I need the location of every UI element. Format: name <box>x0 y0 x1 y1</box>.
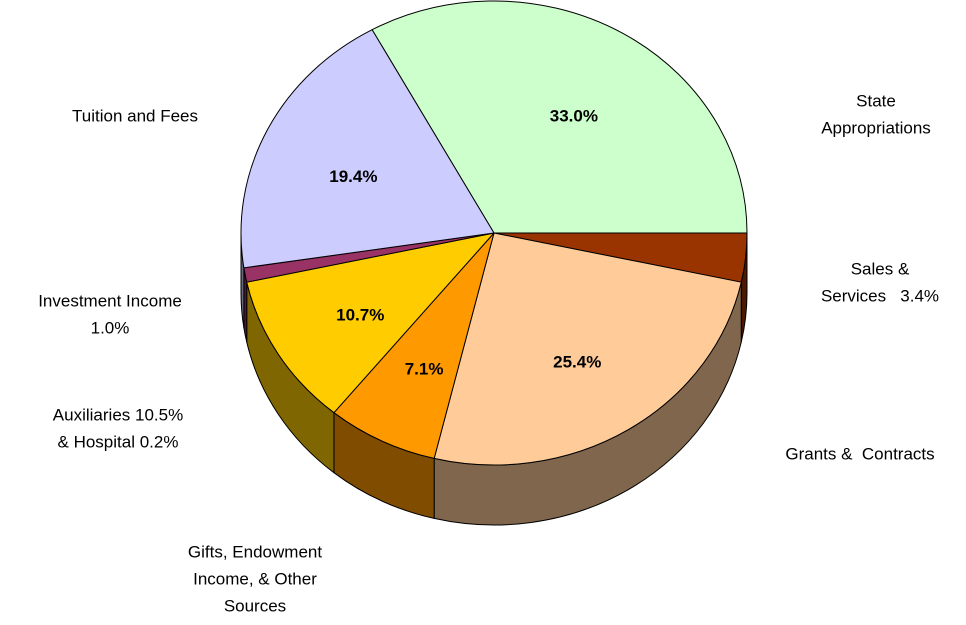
category-label: Appropriations <box>821 118 931 137</box>
category-label: Grants & Contracts <box>785 444 934 463</box>
value-label: 25.4% <box>553 352 601 371</box>
category-label: State <box>856 91 896 110</box>
value-label: 7.1% <box>405 359 444 378</box>
category-label: Investment Income <box>38 291 182 310</box>
category-label: Tuition and Fees <box>72 106 198 125</box>
category-label: 1.0% <box>91 318 130 337</box>
slice <box>240 29 495 269</box>
category-label: Services 3.4% <box>821 286 939 305</box>
category-label: Gifts, Endowment <box>188 542 322 561</box>
category-label: & Hospital 0.2% <box>58 432 179 451</box>
slice <box>246 232 495 414</box>
value-label: 19.4% <box>329 167 377 186</box>
category-label: Sources <box>224 596 286 615</box>
value-label: 33.0% <box>550 107 598 126</box>
category-label: Sales & <box>851 259 910 278</box>
slice <box>433 232 742 466</box>
slice <box>371 0 748 234</box>
category-label: Auxiliaries 10.5% <box>53 405 183 424</box>
slice <box>333 232 495 459</box>
value-label: 10.7% <box>336 306 384 325</box>
category-label: Income, & Other <box>193 569 317 588</box>
